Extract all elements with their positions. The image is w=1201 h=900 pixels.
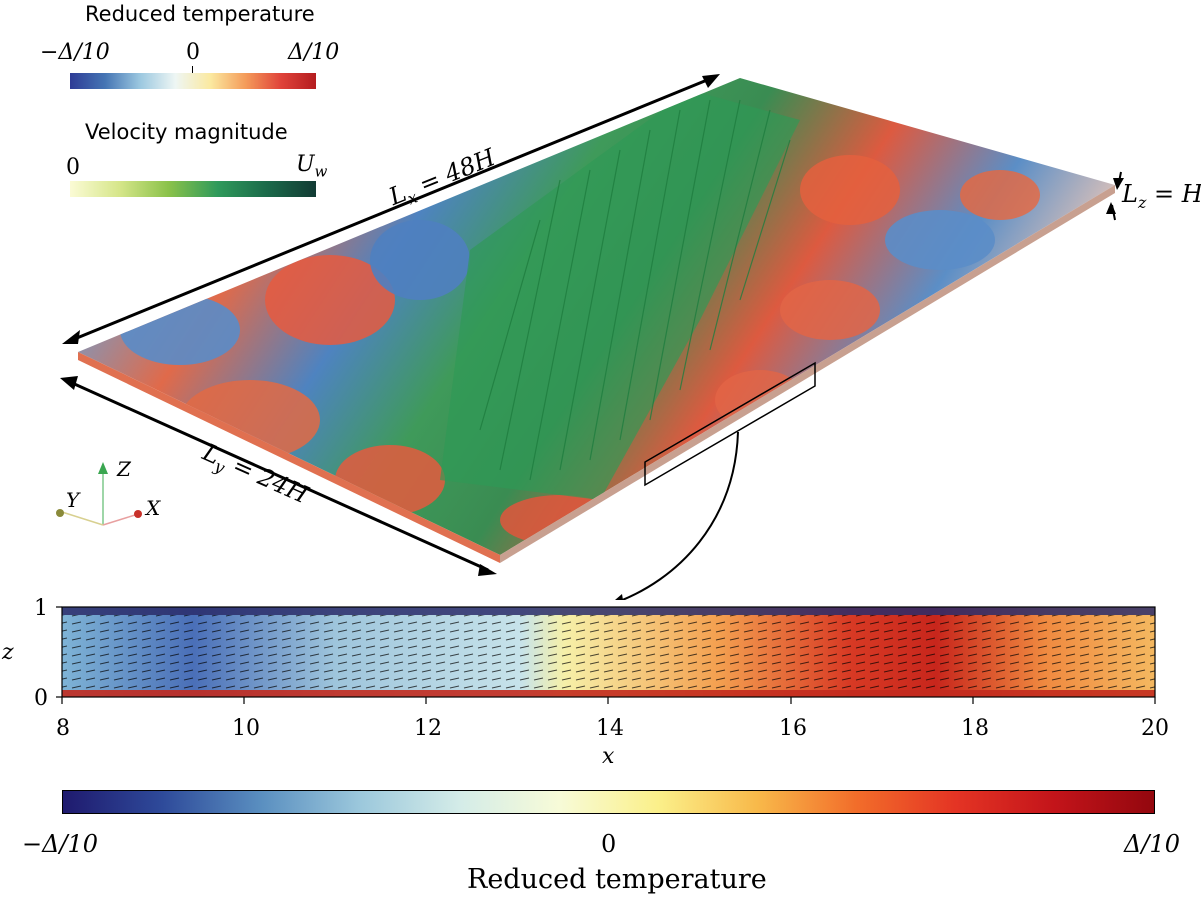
triad-y-label: Y	[66, 488, 80, 512]
triad-x-label: X	[146, 496, 161, 520]
velocity-colorbar-small	[70, 181, 316, 197]
velocity-legend-min: 0	[66, 155, 80, 180]
slice-xlabel: x	[602, 744, 615, 769]
simulation-3d-view	[56, 74, 1124, 600]
lx-arrow-head-right	[702, 74, 720, 88]
slice-xtick: 18	[961, 716, 989, 741]
temperature-colorbar-small	[70, 73, 316, 89]
velocity-legend-max: Uw	[296, 152, 328, 181]
temperature-colorbar-large	[62, 790, 1155, 814]
axes-triad	[56, 462, 142, 526]
ly-arrow-head-right	[478, 564, 497, 576]
temperature-legend-min: −Δ/10	[40, 40, 110, 65]
temperature-colorbar-mid-tick	[192, 66, 193, 73]
temperature-legend-mid: 0	[186, 40, 200, 65]
lz-label: Lz = H	[1122, 180, 1201, 212]
zoom-region-box	[644, 361, 816, 487]
velocity-legend-title: Velocity magnitude	[85, 120, 288, 144]
slice-panel	[56, 606, 1156, 704]
temperature-legend-title: Reduced temperature	[85, 2, 315, 26]
colorbar-title: Reduced temperature	[467, 864, 767, 895]
slab-side-edge	[500, 185, 1115, 563]
slice-xtick: 10	[232, 716, 260, 741]
zoom-arrow	[619, 431, 739, 600]
slice-xtick: 12	[414, 716, 442, 741]
colorbar-mid-label: 0	[601, 830, 617, 858]
triad-z-label: Z	[117, 457, 131, 481]
velocity-vectors	[62, 615, 1155, 690]
colorbar-min-label: −Δ/10	[22, 830, 99, 858]
slice-ylabel: z	[2, 640, 14, 665]
slice-xtick: 8	[56, 716, 70, 741]
temperature-legend-max: Δ/10	[288, 40, 340, 65]
ly-arrow-head-left	[60, 376, 78, 390]
slice-ytick-0: 0	[34, 686, 48, 711]
slab-front-edge	[78, 352, 500, 563]
lx-arrow-line	[71, 76, 713, 342]
slice-xtick: 14	[596, 716, 624, 741]
ly-arrow-line	[69, 380, 489, 572]
slice-ytick-1: 1	[34, 596, 48, 621]
slice-xtick: 20	[1141, 716, 1169, 741]
lx-arrow-head-left	[62, 330, 80, 344]
slice-xtick: 16	[779, 716, 807, 741]
colorbar-max-label: Δ/10	[1124, 830, 1180, 858]
